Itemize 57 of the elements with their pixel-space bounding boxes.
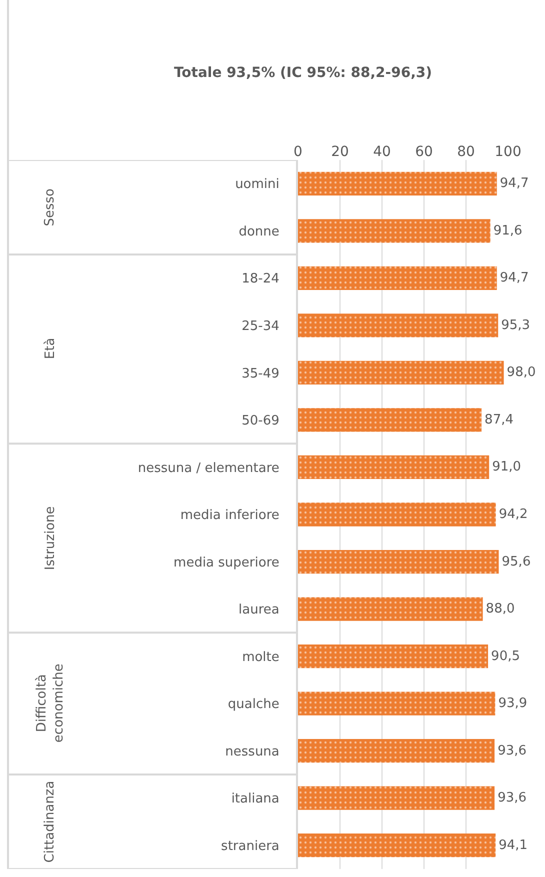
y-tick-label: qualche bbox=[228, 697, 280, 712]
bar bbox=[298, 550, 499, 574]
bar bbox=[298, 786, 495, 810]
y-tick-label: uomini bbox=[235, 177, 280, 192]
data-label: 88,0 bbox=[486, 602, 515, 617]
data-label: 94,7 bbox=[500, 270, 529, 286]
bar bbox=[298, 597, 483, 621]
x-tick-label: 20 bbox=[331, 144, 349, 160]
y-tick-label: italiana bbox=[231, 792, 280, 807]
data-label: 93,9 bbox=[498, 696, 528, 712]
text: Sesso bbox=[42, 188, 58, 226]
data-label: 93,6 bbox=[498, 790, 527, 806]
y-tick-label: media inferiore bbox=[180, 508, 280, 524]
text: Età bbox=[42, 338, 58, 360]
data-label: 95,6 bbox=[502, 554, 531, 570]
y-tick-label: molte bbox=[242, 650, 280, 665]
y-tick-label: 35-49 bbox=[242, 366, 280, 382]
data-label: 93,6 bbox=[498, 743, 527, 758]
y-tick-label: 18-24 bbox=[242, 272, 280, 287]
bar bbox=[298, 172, 497, 196]
x-tick-label: 60 bbox=[415, 144, 433, 160]
bar bbox=[298, 502, 496, 526]
chart-title: Totale 93,5% (IC 95%: 88,2-96,3) bbox=[174, 64, 432, 81]
y-tick-label: laurea bbox=[238, 602, 280, 618]
bar bbox=[298, 455, 490, 480]
x-tick-label: 80 bbox=[457, 144, 475, 160]
data-label: 90,5 bbox=[491, 648, 520, 664]
bar bbox=[298, 219, 490, 243]
data-label: 95,3 bbox=[501, 318, 530, 333]
bar bbox=[298, 360, 504, 385]
bar bbox=[298, 314, 498, 338]
data-label: 94,2 bbox=[498, 507, 528, 522]
y-tick-label: nessuna bbox=[225, 744, 280, 760]
y-tick-label: 25-34 bbox=[242, 318, 280, 334]
bar bbox=[298, 834, 496, 858]
y-tick-label: donne bbox=[238, 224, 280, 240]
data-label: 94,7 bbox=[500, 176, 529, 192]
bar bbox=[298, 408, 482, 432]
x-tick-label: 0 bbox=[294, 144, 302, 160]
data-label: 87,4 bbox=[484, 412, 514, 428]
x-tick-label: 40 bbox=[373, 144, 391, 160]
text: Istruzione bbox=[42, 506, 58, 570]
text: Difficoltà economiche bbox=[34, 664, 66, 743]
data-label: 91,0 bbox=[492, 460, 522, 475]
y-tick-label: media superiore bbox=[174, 555, 280, 570]
data-label: 94,1 bbox=[498, 838, 528, 853]
bar bbox=[298, 739, 495, 763]
y-tick-label: nessuna / elementare bbox=[138, 460, 280, 476]
bar bbox=[298, 692, 496, 716]
bar bbox=[298, 266, 497, 290]
text: Cittadinanza bbox=[42, 780, 58, 863]
data-label: 91,6 bbox=[493, 223, 522, 238]
y-tick-label: straniera bbox=[221, 838, 280, 854]
bar bbox=[298, 644, 488, 668]
x-tick-label: 100 bbox=[494, 144, 522, 160]
data-label: 98,0 bbox=[506, 365, 536, 380]
y-tick-label: 50-69 bbox=[242, 414, 280, 429]
